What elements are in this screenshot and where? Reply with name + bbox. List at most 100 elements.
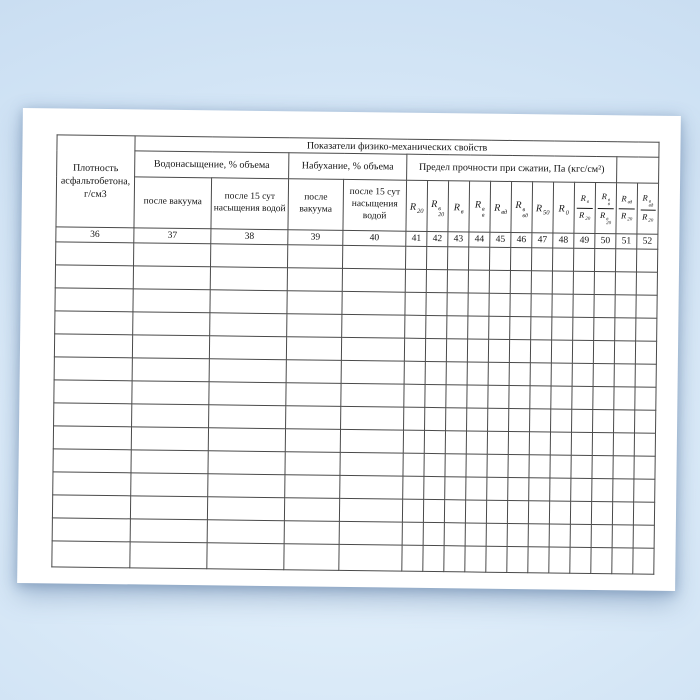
empty-data-cell <box>339 498 403 523</box>
sub-header: после вакуума <box>287 178 344 231</box>
empty-data-cell <box>594 248 616 272</box>
empty-data-cell <box>634 432 656 457</box>
empty-data-cell <box>573 271 595 295</box>
empty-data-cell <box>424 384 447 408</box>
empty-data-cell <box>339 521 403 546</box>
empty-data-cell <box>466 407 488 432</box>
strength-ratio-symbol: Rвд R20 <box>618 192 635 225</box>
empty-data-cell <box>548 546 571 574</box>
empty-data-cell <box>613 409 635 433</box>
empty-data-cell <box>131 426 209 451</box>
empty-data-cell <box>549 523 571 548</box>
sub-header: после 15 сут насыщения водой <box>342 179 407 232</box>
ratio-numerator: Rвд <box>619 192 634 208</box>
empty-data-cell <box>403 407 425 431</box>
empty-data-cell <box>635 341 657 365</box>
empty-data-cell <box>287 244 343 269</box>
empty-data-cell <box>615 248 637 273</box>
column-number: 40 <box>342 230 406 247</box>
empty-data-cell <box>592 386 615 410</box>
empty-data-cell <box>549 500 571 525</box>
empty-data-cell <box>635 295 658 319</box>
empty-data-cell <box>54 310 133 335</box>
empty-data-cell <box>206 542 285 570</box>
empty-data-cell <box>341 291 406 316</box>
column-number: 52 <box>636 234 659 250</box>
empty-data-cell <box>487 385 510 409</box>
group-header: Набухание, % объема <box>288 152 407 181</box>
empty-data-cell <box>425 361 447 385</box>
empty-data-cell <box>635 318 658 342</box>
empty-data-cell <box>572 294 595 318</box>
empty-data-cell <box>612 501 634 525</box>
empty-data-cell <box>591 501 613 525</box>
column-number: 50 <box>594 233 616 249</box>
empty-data-cell <box>509 293 532 317</box>
empty-data-cell <box>133 265 211 290</box>
empty-data-cell <box>341 314 405 339</box>
empty-data-cell <box>447 269 469 293</box>
empty-data-cell <box>465 476 487 501</box>
empty-data-cell <box>403 384 426 408</box>
empty-data-cell <box>507 477 529 501</box>
empty-data-cell <box>570 455 593 479</box>
table-row-subheaders: после вакуума после 15 сут насыщения водо… <box>56 176 659 235</box>
empty-data-cell <box>489 270 511 294</box>
empty-data-cell <box>446 361 468 385</box>
document-page: Плотность асфальтобетона, г/см3 Показате… <box>17 107 681 592</box>
empty-data-cell <box>130 449 209 474</box>
empty-data-cell <box>208 381 287 406</box>
empty-data-cell <box>287 267 343 292</box>
empty-data-cell <box>467 338 489 363</box>
empty-data-cell <box>528 523 550 547</box>
strength-symbol: R20 <box>642 211 654 224</box>
empty-data-cell <box>338 544 403 572</box>
empty-data-cell <box>506 546 529 573</box>
empty-data-cell <box>209 312 287 337</box>
empty-data-cell <box>573 248 595 272</box>
empty-data-cell <box>531 247 553 271</box>
empty-data-cell <box>132 357 210 382</box>
empty-data-cell <box>632 547 655 575</box>
empty-data-cell <box>402 499 424 523</box>
empty-data-cell <box>208 427 286 452</box>
empty-data-cell <box>404 292 427 316</box>
empty-data-cell <box>634 409 656 434</box>
empty-data-cell <box>341 337 405 362</box>
column-number: 46 <box>510 232 532 248</box>
empty-data-cell <box>467 292 490 317</box>
empty-data-cell <box>401 545 424 572</box>
table-container: Плотность асфальтобетона, г/см3 Показате… <box>51 134 660 575</box>
empty-data-cell <box>530 339 552 363</box>
empty-data-cell <box>636 272 658 296</box>
ratio-denominator: R20 <box>618 207 635 225</box>
empty-data-cell <box>509 339 531 363</box>
empty-data-cell <box>569 547 592 574</box>
column-number: 43 <box>447 231 469 247</box>
empty-data-cell <box>54 287 134 312</box>
empty-data-cell <box>424 430 446 454</box>
empty-data-cell <box>405 246 427 270</box>
empty-data-cell <box>54 333 133 358</box>
empty-data-cell <box>572 340 594 364</box>
empty-data-cell <box>529 408 551 432</box>
empty-data-cell <box>423 453 446 477</box>
empty-data-cell <box>634 386 657 411</box>
empty-data-cell <box>508 408 530 432</box>
empty-data-cell <box>550 385 573 410</box>
empty-data-cell <box>285 405 341 430</box>
empty-data-cell <box>486 454 509 478</box>
empty-data-cell <box>445 430 467 454</box>
empty-data-cell <box>342 268 406 293</box>
empty-data-cell <box>55 241 134 266</box>
empty-data-cell <box>467 315 489 340</box>
empty-data-cell <box>54 356 133 381</box>
ratio-denominator: R20 <box>576 207 593 225</box>
column-number: 45 <box>489 232 511 248</box>
